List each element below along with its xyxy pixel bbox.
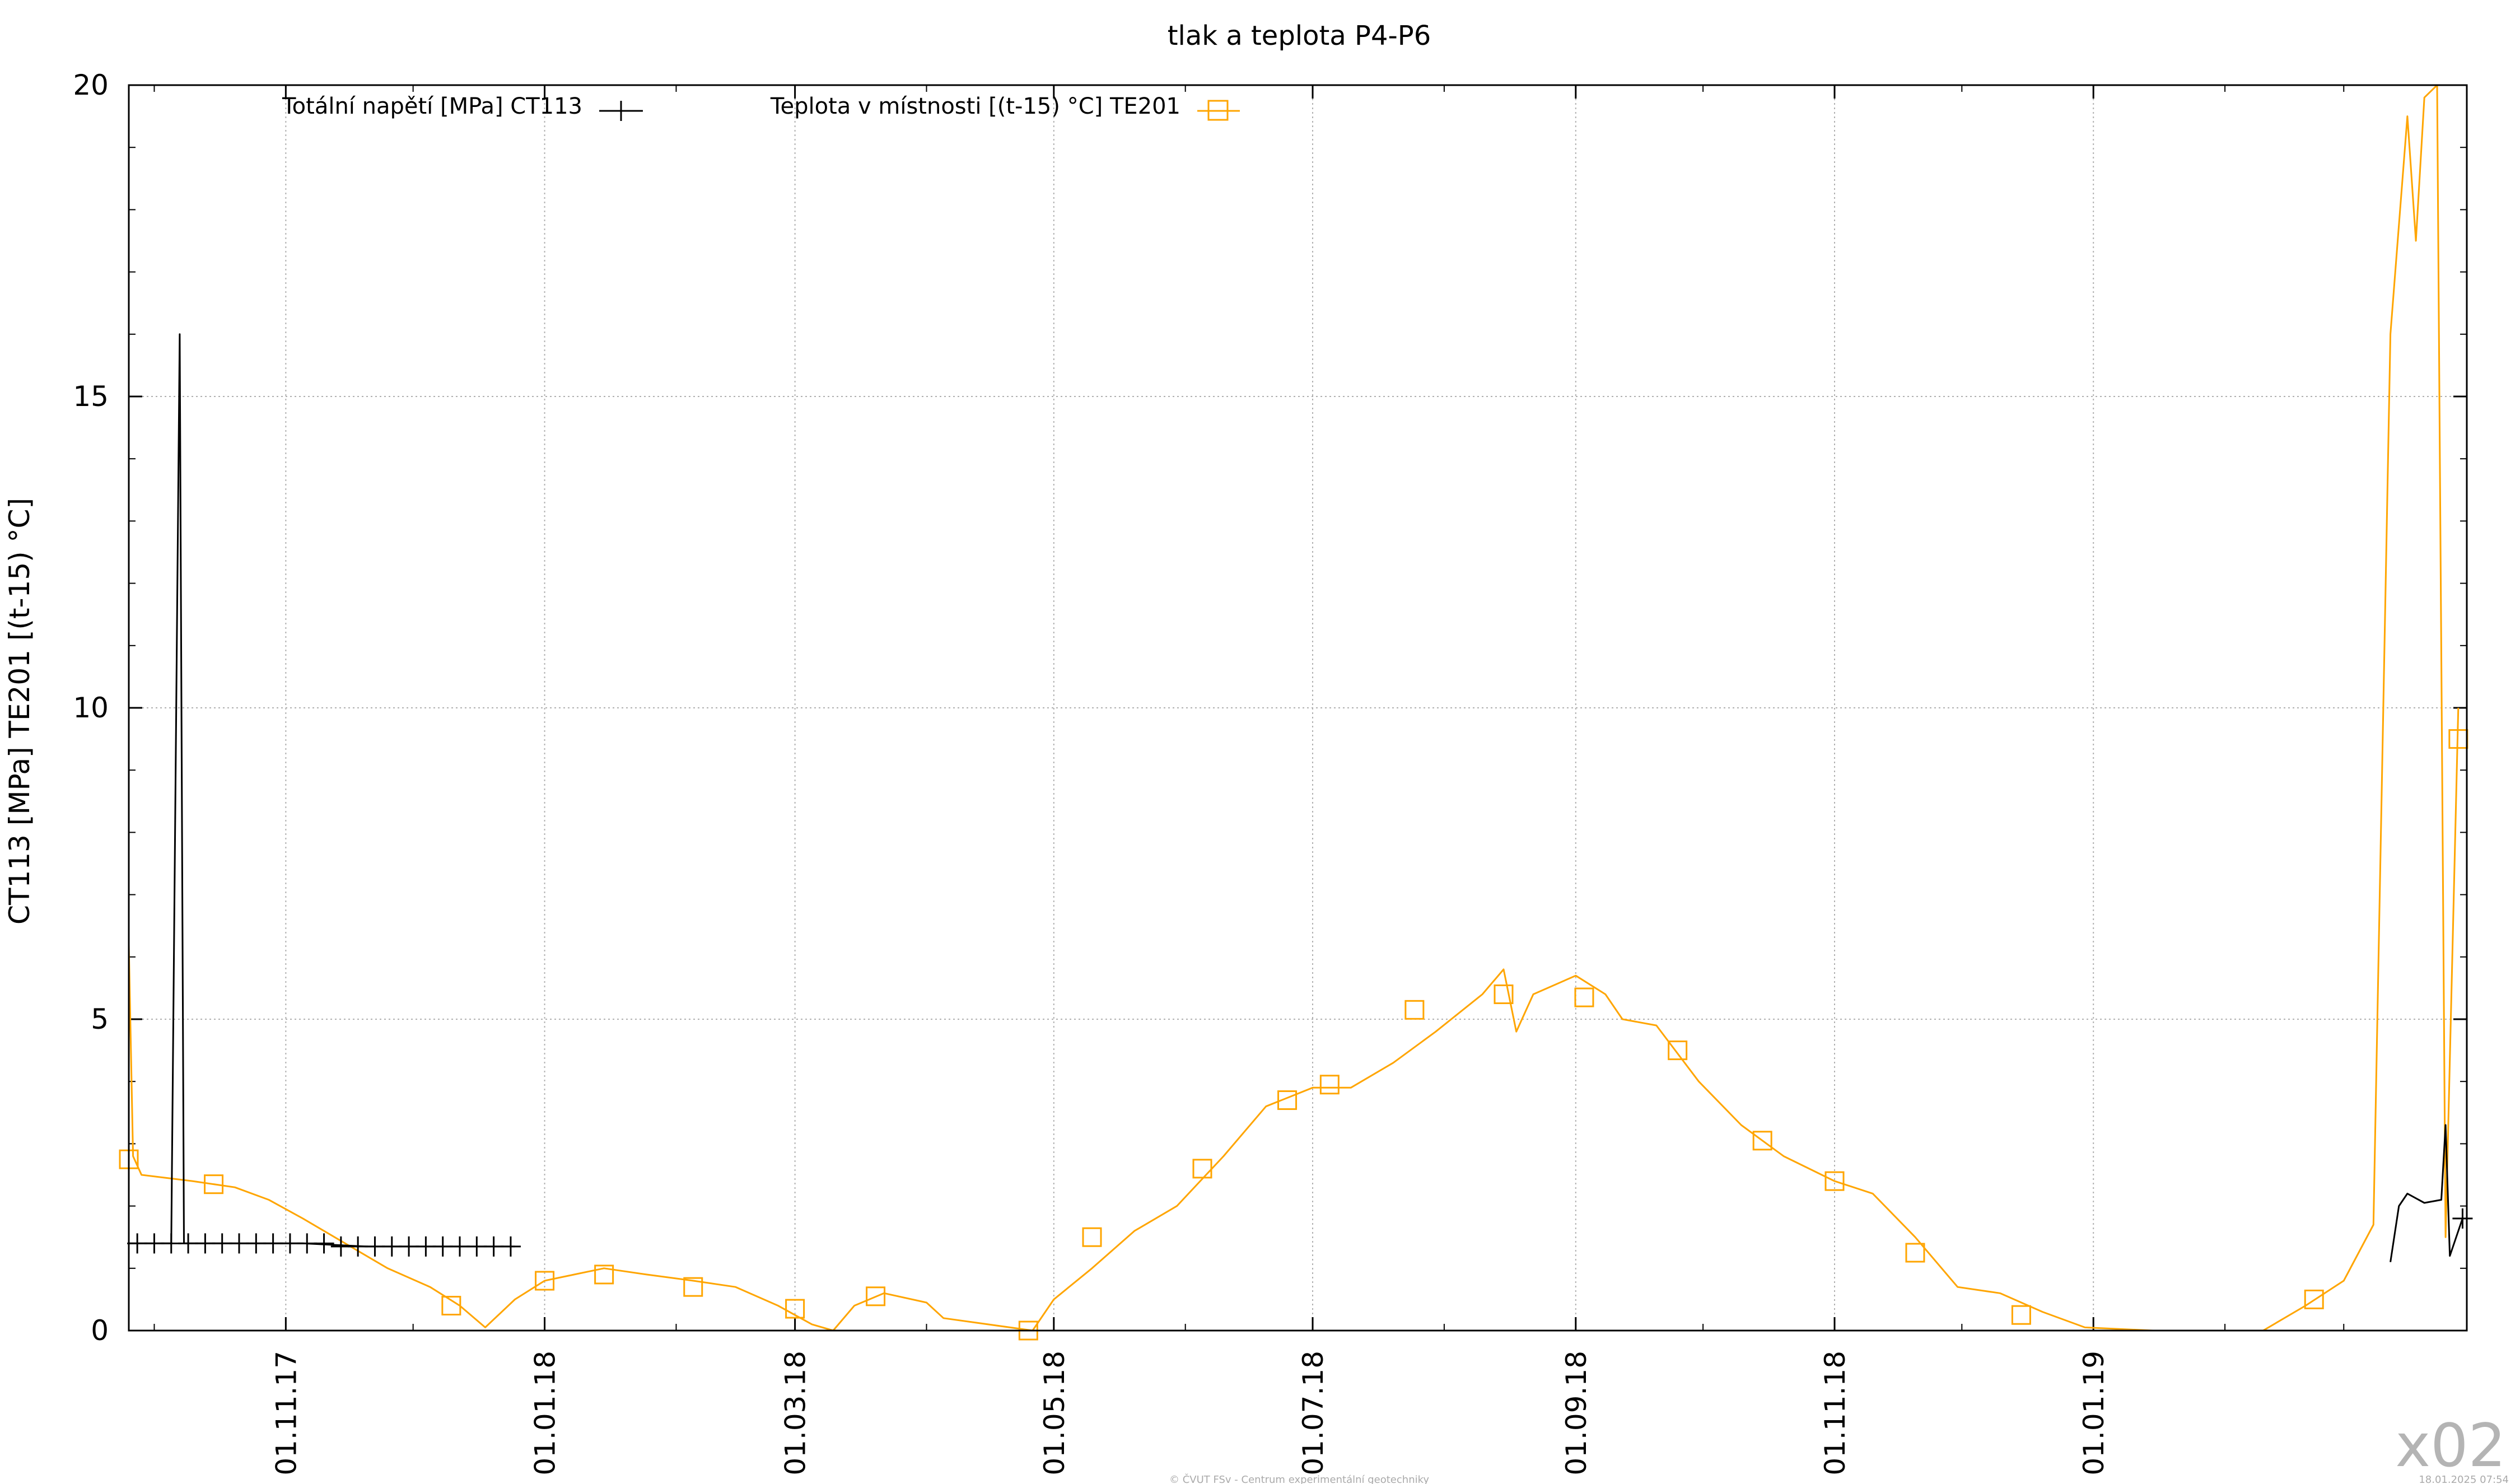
data-point-te201 xyxy=(866,1286,886,1306)
data-point-te201 xyxy=(204,1174,224,1194)
data-point-ct113 xyxy=(330,1236,351,1257)
data-point-te201 xyxy=(1824,1171,1845,1191)
data-point-ct113 xyxy=(416,1236,436,1257)
data-point-ct113 xyxy=(365,1236,385,1257)
data-point-ct113 xyxy=(212,1233,232,1254)
y-tick-label: 0 xyxy=(91,1314,109,1347)
data-point-te201 xyxy=(1905,1243,1925,1263)
legend-label-ct113: Totální napětí [MPa] CT113 xyxy=(282,94,582,119)
data-point-te201 xyxy=(785,1299,805,1319)
data-point-ct113 xyxy=(314,1233,334,1254)
data-point-ct113 xyxy=(432,1236,453,1257)
footer-timestamp: 18.01.2025 07:54 xyxy=(2419,1474,2509,1484)
data-point-ct113 xyxy=(399,1236,419,1257)
plot-frame xyxy=(128,84,2468,1332)
data-point-te201 xyxy=(441,1296,461,1316)
data-point-te201 xyxy=(1752,1131,1772,1151)
data-point-te201 xyxy=(1494,984,1514,1005)
y-tick-label: 10 xyxy=(73,692,109,724)
legend-label-te201: Teplota v místnosti [(t-15) °C] TE201 xyxy=(770,94,1180,119)
data-point-ct113 xyxy=(466,1236,487,1257)
grid-lines xyxy=(129,85,2467,1331)
data-point-te201 xyxy=(1404,1000,1425,1020)
data-point-te201 xyxy=(2304,1289,2324,1309)
y-axis-label: CT113 [MPa] TE201 [(t-15) °C] xyxy=(3,498,36,925)
footer-copyright: © ČVUT FSv - Centrum experimentální geot… xyxy=(1169,1473,1429,1484)
x-tick-label: 01.09.18 xyxy=(1560,1351,1593,1476)
x-tick-label: 01.03.18 xyxy=(780,1351,812,1476)
x-tick-label: 01.05.18 xyxy=(1038,1351,1071,1476)
data-point-ct113 xyxy=(348,1236,368,1257)
data-point-ct113 xyxy=(144,1233,165,1254)
data-point-te201 xyxy=(1277,1090,1298,1110)
data-point-te201 xyxy=(1319,1075,1340,1095)
data-point-ct113 xyxy=(195,1233,216,1254)
data-point-ct113 xyxy=(178,1233,199,1254)
data-point-ct113 xyxy=(500,1236,521,1257)
data-point-ct113 xyxy=(381,1236,402,1257)
y-axis: 0 5 10 15 20 xyxy=(73,69,2467,1347)
data-point-te201 xyxy=(535,1271,555,1291)
x-tick-label: 01.01.19 xyxy=(2078,1351,2110,1476)
data-point-ct113 xyxy=(246,1233,267,1254)
y-tick-label: 20 xyxy=(73,69,109,101)
x-tick-label: 01.11.18 xyxy=(1819,1351,1851,1476)
x-tick-label: 01.01.18 xyxy=(529,1351,562,1476)
data-point-ct113 xyxy=(2452,1208,2473,1229)
data-point-te201 xyxy=(1082,1227,1102,1247)
y-tick-label: 5 xyxy=(91,1003,109,1035)
data-point-te201 xyxy=(1574,987,1594,1007)
data-point-ct113 xyxy=(229,1233,250,1254)
x-tick-label: 01.11.17 xyxy=(270,1351,302,1476)
data-point-te201 xyxy=(1668,1040,1688,1061)
data-point-te201 xyxy=(683,1277,703,1297)
legend-marker-ct113 xyxy=(611,101,631,121)
data-point-ct113 xyxy=(297,1233,318,1254)
x-tick-label: 01.07.18 xyxy=(1297,1351,1329,1476)
data-point-ct113 xyxy=(263,1233,283,1254)
y-tick-label: 15 xyxy=(73,380,109,413)
x-axis: 01.11.17 01.01.18 01.03.18 01.05.18 01.07.18… xyxy=(153,85,2345,1476)
data-point-te201 xyxy=(1192,1159,1212,1179)
chart-title: tlak a teplota P4-P6 xyxy=(1168,20,1431,52)
data-point-ct113 xyxy=(279,1233,300,1254)
data-point-ct113 xyxy=(127,1233,148,1254)
watermark-label: x02 xyxy=(2395,1411,2506,1480)
series-line-ct113 xyxy=(2390,1124,2463,1262)
data-point-ct113 xyxy=(450,1236,470,1257)
data-point-ct113 xyxy=(483,1236,504,1257)
data-point-te201 xyxy=(594,1264,614,1285)
legend-marker-te201 xyxy=(1207,100,1229,121)
data-point-te201 xyxy=(2011,1305,2031,1325)
data-point-ct113 xyxy=(161,1233,181,1254)
legend: Totální napětí [MPa] CT113 Teplota v mís… xyxy=(282,94,1240,121)
